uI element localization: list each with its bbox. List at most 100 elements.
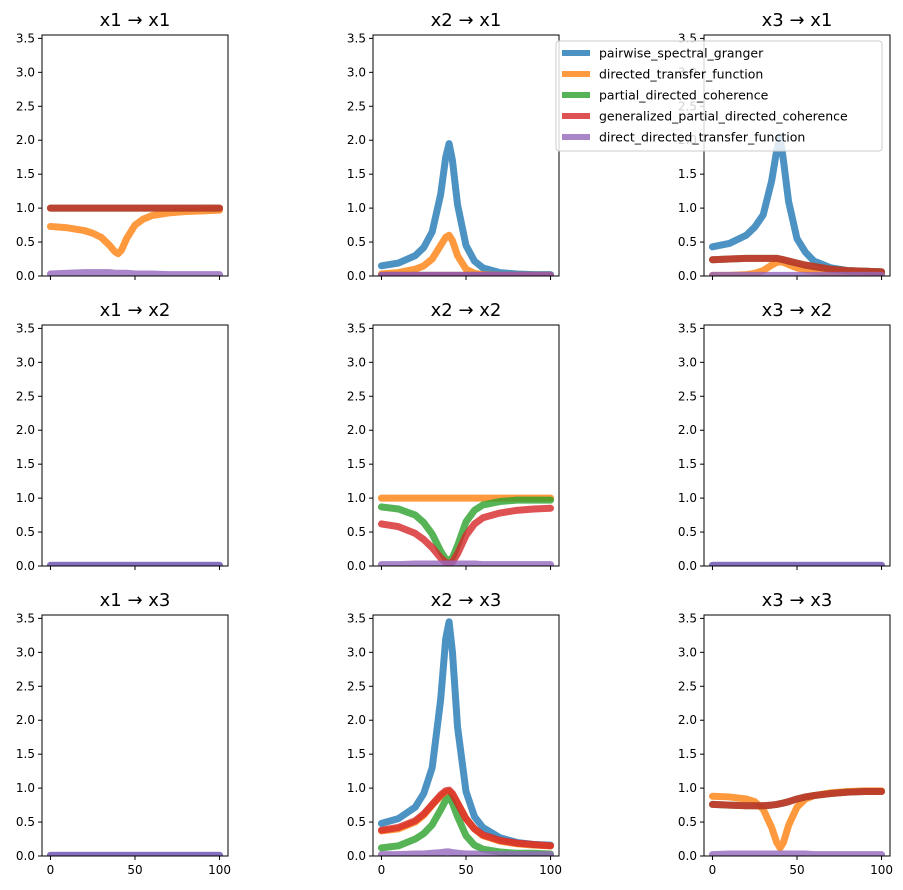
y-tick-label: 3.5 (347, 31, 366, 45)
y-tick-label: 1.0 (16, 201, 35, 215)
series-group (708, 787, 886, 856)
y-tick-label: 3.0 (347, 65, 366, 79)
direct-directed-transfer-function-line (377, 560, 555, 566)
y-tick-label: 2.0 (347, 713, 366, 727)
y-tick-label: 2.0 (678, 423, 697, 437)
x-tick-label: 100 (208, 863, 231, 877)
panel: x2 → x2 0.0 0.5 1.0 1.5 2.0 2.5 3.0 3.5 (347, 300, 560, 573)
x-tick-label: 50 (789, 863, 804, 877)
pairwise-spectral-granger-line (377, 140, 555, 276)
y-tick-label: 1.0 (347, 781, 366, 795)
x-tick-label: 50 (458, 863, 473, 877)
x-tick-label: 50 (127, 863, 142, 877)
y-tick-label: 3.0 (16, 65, 35, 79)
y-tick-label: 1.5 (678, 167, 697, 181)
y-tick-label: 3.5 (347, 611, 366, 625)
panel-title: x2 → x3 (431, 590, 502, 611)
panel: x2 → x1 0.0 0.5 1.0 1.5 2.0 2.5 3.0 3.5 (347, 10, 560, 283)
x-tick-label: 100 (870, 863, 893, 877)
y-tick-label: 0.5 (347, 235, 366, 249)
x-tick-label: 0 (47, 863, 55, 877)
y-tick-label: 3.5 (16, 31, 35, 45)
y-tick-label: 1.0 (678, 201, 697, 215)
y-tick-label: 1.0 (347, 491, 366, 505)
panel: x3 → x3 0.0 0.5 1.0 1.5 2.0 2.5 3.0 3.5 0 50 100 (678, 590, 893, 877)
y-tick-label: 1.5 (678, 747, 697, 761)
y-tick-label: 3.0 (347, 645, 366, 659)
y-tick-label: 0.0 (678, 269, 697, 283)
panel: x3 → x2 0.0 0.5 1.0 1.5 2.0 2.5 3.0 3.5 (678, 300, 891, 573)
y-tick-label: 1.5 (16, 457, 35, 471)
y-tick-label: 1.0 (16, 781, 35, 795)
y-tick-label: 0.0 (347, 559, 366, 573)
series-group (377, 618, 555, 856)
y-tick-label: 0.0 (16, 559, 35, 573)
y-tick-label: 3.5 (16, 611, 35, 625)
y-tick-label: 2.5 (16, 389, 35, 403)
y-tick-label: 0.0 (347, 269, 366, 283)
legend-label: pairwise_spectral_granger (599, 46, 764, 61)
x-tick-label: 0 (378, 863, 386, 877)
y-tick-label: 3.5 (16, 321, 35, 335)
y-tick-label: 0.0 (678, 559, 697, 573)
y-tick-label: 2.5 (16, 679, 35, 693)
y-tick-label: 3.0 (16, 355, 35, 369)
generalized-partial-directed-coherence-line (708, 254, 886, 276)
y-tick-label: 0.5 (678, 525, 697, 539)
legend-label: partial_directed_coherence (599, 88, 769, 103)
y-tick-label: 2.0 (16, 713, 35, 727)
y-tick-label: 3.5 (678, 611, 697, 625)
legend-label: direct_directed_transfer_function (599, 130, 805, 145)
y-tick-label: 2.5 (347, 99, 366, 113)
y-tick-label: 3.0 (678, 355, 697, 369)
panel-title: x3 → x3 (762, 590, 833, 611)
y-tick-label: 0.0 (347, 849, 366, 863)
y-tick-label: 0.0 (16, 269, 35, 283)
axes-frame (41, 324, 229, 567)
y-tick-label: 2.5 (678, 389, 697, 403)
y-tick-label: 3.5 (678, 321, 697, 335)
legend-box (555, 40, 883, 152)
panel-title: x1 → x1 (100, 10, 171, 31)
series-group (377, 140, 555, 276)
series-group (377, 494, 555, 566)
panel-grid: x1 → x1 0.0 0.5 1.0 1.5 2.0 2.5 3.0 3.5 x2 → x1 0.… (16, 10, 893, 877)
directed-transfer-function-line (46, 206, 224, 258)
y-tick-label: 3.0 (16, 645, 35, 659)
y-tick-label: 2.0 (16, 133, 35, 147)
legend-label: generalized_partial_directed_coherence (599, 109, 848, 124)
axes-frame (703, 324, 891, 567)
panel: x1 → x3 0.0 0.5 1.0 1.5 2.0 2.5 3.0 3.5 0 50 100 (16, 590, 231, 877)
x-tick-label: 100 (539, 863, 562, 877)
y-tick-label: 2.5 (347, 679, 366, 693)
axes-frame (41, 34, 229, 277)
y-tick-label: 0.0 (678, 849, 697, 863)
y-tick-label: 3.0 (678, 645, 697, 659)
y-tick-label: 3.5 (347, 321, 366, 335)
panel-title: x2 → x1 (431, 10, 502, 31)
y-tick-label: 1.0 (16, 491, 35, 505)
panel: x1 → x1 0.0 0.5 1.0 1.5 2.0 2.5 3.0 3.5 (16, 10, 229, 283)
y-tick-label: 0.5 (347, 525, 366, 539)
legend: pairwise_spectral_granger directed_transf… (555, 40, 883, 152)
y-tick-label: 0.5 (16, 525, 35, 539)
y-tick-label: 0.5 (678, 235, 697, 249)
y-tick-label: 2.5 (678, 679, 697, 693)
direct-directed-transfer-function-line (46, 269, 224, 276)
panel-title: x3 → x2 (762, 300, 833, 321)
y-tick-label: 3.0 (347, 355, 366, 369)
panel: x1 → x2 0.0 0.5 1.0 1.5 2.0 2.5 3.0 3.5 (16, 300, 229, 573)
y-tick-label: 1.0 (347, 201, 366, 215)
y-tick-label: 1.5 (347, 167, 366, 181)
y-tick-label: 2.0 (347, 423, 366, 437)
direct-directed-transfer-function-line (708, 850, 886, 856)
series-group (708, 133, 886, 276)
y-tick-label: 0.5 (16, 235, 35, 249)
y-tick-label: 1.0 (678, 491, 697, 505)
y-tick-label: 2.0 (16, 423, 35, 437)
y-tick-label: 1.5 (347, 747, 366, 761)
axes-frame (703, 614, 891, 857)
axes-frame (41, 614, 229, 857)
panel-title: x3 → x1 (762, 10, 833, 31)
